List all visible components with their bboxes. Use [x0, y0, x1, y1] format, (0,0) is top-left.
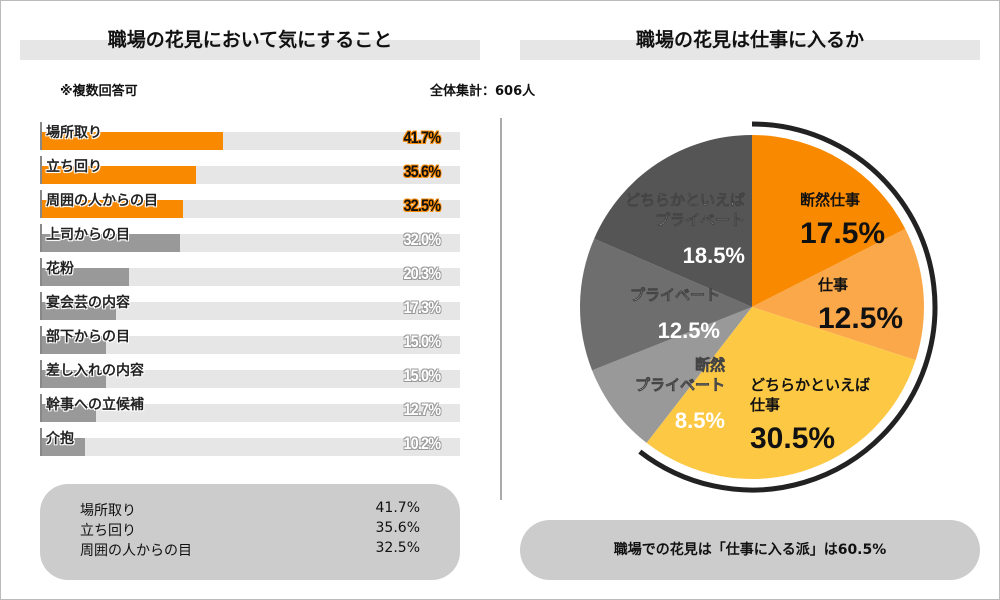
- bar-tick: [40, 190, 42, 218]
- bar-track: [40, 370, 460, 388]
- pie-slice-value: 18.5%: [683, 243, 745, 268]
- multiple-answer-note: ※複数回答可: [60, 84, 138, 99]
- bar-value-label: 20.3%: [403, 264, 441, 283]
- bar-tick: [40, 292, 42, 320]
- bar-row: 宴会芸の内容 17.3%: [40, 292, 460, 326]
- right-title-band: [520, 40, 980, 60]
- pie-slice-value: 17.5%: [800, 217, 885, 250]
- bar-tick: [40, 326, 42, 354]
- bar-row: 花粉 20.3%: [40, 258, 460, 292]
- summary-label: 立ち回り: [80, 523, 136, 539]
- bar: [40, 132, 224, 150]
- bar-tick: [40, 360, 42, 388]
- right-title: 職場の花見は仕事に入るか: [635, 29, 864, 51]
- pie-slice-label: プライベート: [655, 211, 745, 229]
- summary-row: 立ち回り 35.6%: [80, 520, 420, 540]
- left-title-band: [20, 40, 480, 60]
- summary-box: 場所取り 41.7% 立ち回り 35.6% 周囲の人からの目 32.5%: [40, 484, 460, 580]
- pie-slice-label: どちらかといえば: [625, 191, 745, 209]
- bar-row: 場所取り 41.7%: [40, 122, 460, 156]
- bar: [40, 166, 197, 184]
- bar-track: [40, 404, 460, 422]
- left-title: 職場の花見において気にすること: [107, 29, 393, 51]
- bar-track: [40, 336, 460, 354]
- pie-slice-label: 仕事: [749, 396, 780, 414]
- bar-value-label: 32.0%: [403, 230, 441, 249]
- bar-label: 幹事への立候補: [46, 397, 144, 413]
- bar: [40, 302, 116, 320]
- bar-tick: [40, 428, 42, 456]
- bar: [40, 404, 96, 422]
- bar-value-label: 10.2%: [403, 434, 441, 453]
- pie-slice: [752, 228, 924, 361]
- bar-row: 部下からの目 15.0%: [40, 326, 460, 360]
- pie-slice-value: 12.5%: [658, 318, 720, 343]
- bar-value-label: 35.6%: [403, 162, 441, 181]
- pie-slice: [646, 307, 916, 480]
- bar-label: 介抱: [46, 431, 74, 447]
- bar-label: 宴会芸の内容: [46, 295, 130, 311]
- summary-label: 周囲の人からの目: [80, 543, 192, 559]
- bar-tick: [40, 224, 42, 252]
- bar-label: 差し入れの内容: [46, 363, 144, 379]
- pie-slice-value: 12.5%: [818, 302, 903, 335]
- bar: [40, 336, 106, 354]
- bar-label: 場所取り: [46, 125, 102, 141]
- pie-slice-value: 30.5%: [750, 422, 835, 455]
- total-count: 全体集計：606人: [430, 84, 536, 99]
- pie-slice: [580, 238, 752, 371]
- bar-tick: [40, 122, 42, 150]
- summary-label: 場所取り: [80, 503, 136, 519]
- pie-slice-label: 仕事: [817, 276, 848, 294]
- bar-row: 立ち回り 35.6%: [40, 156, 460, 190]
- bar-row: 介抱 10.2%: [40, 428, 460, 462]
- pie-slice-value: 8.5%: [675, 408, 725, 433]
- bar-value-label: 15.0%: [403, 366, 441, 385]
- divider: [500, 118, 502, 500]
- bar-value-label: 41.7%: [403, 128, 441, 147]
- pie-slice: [594, 135, 752, 307]
- pie-slice-label: どちらかといえば: [750, 376, 870, 394]
- bar-tick: [40, 156, 42, 184]
- pie-slice-label: プライベート: [635, 376, 725, 394]
- bar-label: 花粉: [46, 261, 74, 277]
- pie-slice-label: 断然: [695, 356, 725, 374]
- bar-label: 上司からの目: [46, 227, 130, 243]
- bar-label: 立ち回り: [46, 159, 102, 175]
- pie-slice: [592, 307, 752, 443]
- bar-row: 周囲の人からの目 32.5%: [40, 190, 460, 224]
- summary-value: 35.6%: [375, 520, 420, 536]
- work-side-arc: [638, 121, 938, 493]
- pie-slice: [752, 135, 906, 307]
- bar-track: [40, 268, 460, 286]
- bar-row: 差し入れの内容 15.0%: [40, 360, 460, 394]
- bar-row: 幹事への立候補 12.7%: [40, 394, 460, 428]
- bar-value-label: 17.3%: [403, 298, 441, 317]
- bar-tick: [40, 258, 42, 286]
- conclusion-pill: 職場での花見は「仕事に入る派」は60.5%: [520, 520, 980, 580]
- bar: [40, 268, 130, 286]
- bar-value-label: 32.5%: [403, 196, 441, 215]
- bar-track: [40, 438, 460, 456]
- bar-label: 周囲の人からの目: [46, 193, 158, 209]
- summary-value: 32.5%: [375, 540, 420, 556]
- bar-tick: [40, 394, 42, 422]
- pie-slice-label: プライベート: [630, 286, 720, 304]
- bar-track: [40, 302, 460, 320]
- bar: [40, 234, 181, 252]
- bar-value-label: 15.0%: [403, 332, 441, 351]
- bar-value-label: 12.7%: [403, 400, 441, 419]
- summary-row: 周囲の人からの目 32.5%: [80, 540, 420, 560]
- pie-slice-label: 断然仕事: [800, 191, 860, 209]
- bar: [40, 370, 106, 388]
- bar-row: 上司からの目 32.0%: [40, 224, 460, 258]
- bar: [40, 200, 183, 218]
- summary-value: 41.7%: [375, 500, 420, 516]
- summary-row: 場所取り 41.7%: [80, 500, 420, 520]
- bar-label: 部下からの目: [46, 329, 130, 345]
- bar: [40, 438, 85, 456]
